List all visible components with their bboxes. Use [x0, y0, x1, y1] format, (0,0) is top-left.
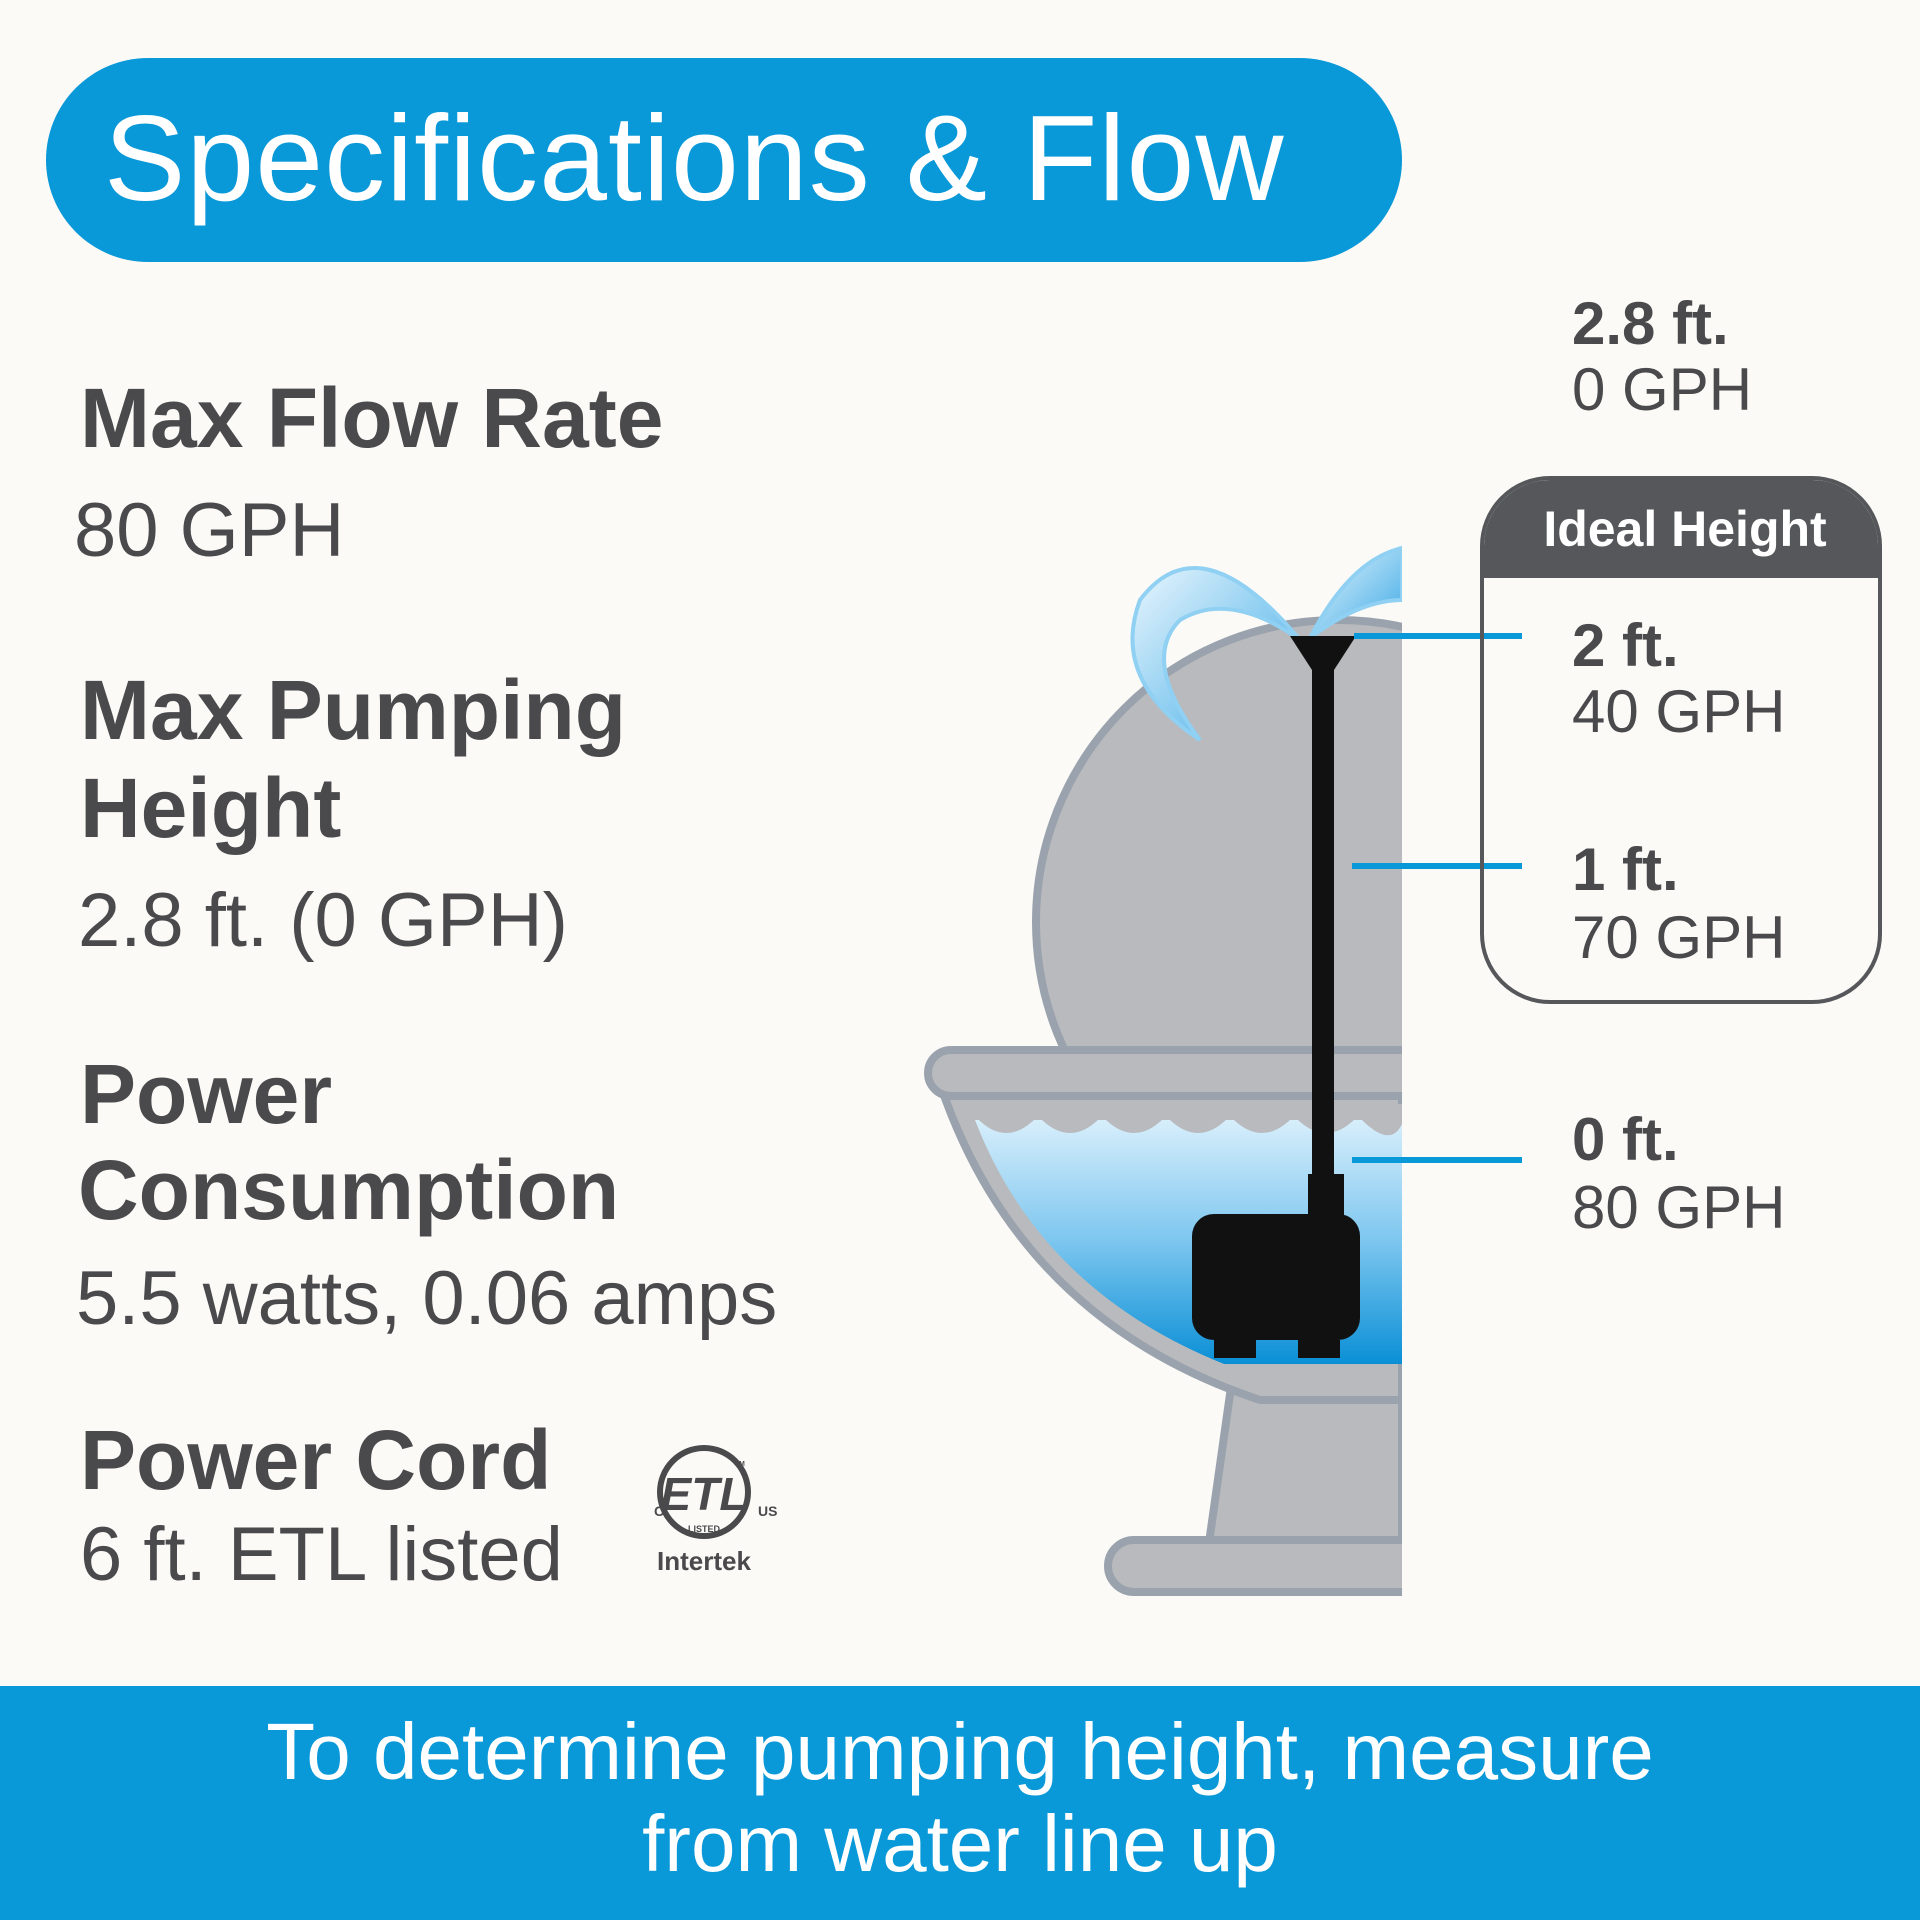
- spec-label-power-cord: Power Cord: [80, 1413, 552, 1507]
- svg-text:CM: CM: [734, 1461, 745, 1468]
- etl-listed-mark-icon: ETL C US LISTED CM Intertek: [654, 1445, 777, 1576]
- level-flow-1ft: 70 GPH: [1572, 904, 1786, 971]
- level-height-1ft: 1 ft.: [1572, 836, 1679, 903]
- fountain-base: [1104, 1536, 1402, 1596]
- water-spray-left: [1130, 566, 1302, 742]
- fountain-rim: [924, 1046, 1402, 1100]
- svg-text:LISTED: LISTED: [688, 1524, 721, 1534]
- spec-value-max-pumping-height: 2.8 ft. (0 GPH): [78, 878, 568, 963]
- spec-label-power-consumption-1: Power: [80, 1047, 333, 1141]
- footer-line-2: from water line up: [642, 1799, 1278, 1888]
- water-spray-right: [1308, 545, 1402, 640]
- spec-value-power-consumption: 5.5 watts, 0.06 amps: [76, 1256, 778, 1341]
- svg-text:US: US: [758, 1503, 777, 1519]
- footer-banner: [0, 1686, 1920, 1920]
- level-height-0ft: 0 ft.: [1572, 1106, 1679, 1173]
- level-flow-0ft: 80 GPH: [1572, 1174, 1786, 1241]
- spec-value-power-cord: 6 ft. ETL listed: [80, 1512, 563, 1597]
- spec-label-max-pumping-height-2: Height: [80, 761, 342, 855]
- svg-text:C: C: [654, 1503, 664, 1519]
- max-height-label: 2.8 ft.: [1572, 290, 1729, 357]
- max-height-flow: 0 GPH: [1572, 356, 1753, 423]
- spec-label-max-flow-rate: Max Flow Rate: [80, 371, 664, 465]
- level-height-2ft: 2 ft.: [1572, 612, 1679, 679]
- spec-label-max-pumping-height-1: Max Pumping: [80, 663, 627, 757]
- ideal-height-title: Ideal Height: [1484, 480, 1878, 578]
- svg-text:ETL: ETL: [661, 1468, 748, 1520]
- spec-label-power-consumption-2: Consumption: [78, 1143, 620, 1237]
- water-surface-scallop: [975, 1104, 1402, 1136]
- pump-foot-right: [1298, 1340, 1340, 1358]
- page-title: Specifications & Flow: [104, 90, 1285, 226]
- footer-line-1: To determine pumping height, measure: [266, 1707, 1654, 1796]
- spec-value-max-flow-rate: 80 GPH: [74, 488, 345, 573]
- pump-body: [1192, 1214, 1360, 1340]
- level-flow-2ft: 40 GPH: [1572, 678, 1786, 745]
- ideal-height-box: Ideal Height: [1480, 476, 1882, 1004]
- svg-text:Intertek: Intertek: [657, 1546, 751, 1576]
- footer-note: To determine pumping height, measure fro…: [0, 1706, 1920, 1890]
- title-banner: [46, 58, 1402, 262]
- pump-foot-left: [1214, 1340, 1256, 1358]
- pump-pipe: [1290, 636, 1356, 1180]
